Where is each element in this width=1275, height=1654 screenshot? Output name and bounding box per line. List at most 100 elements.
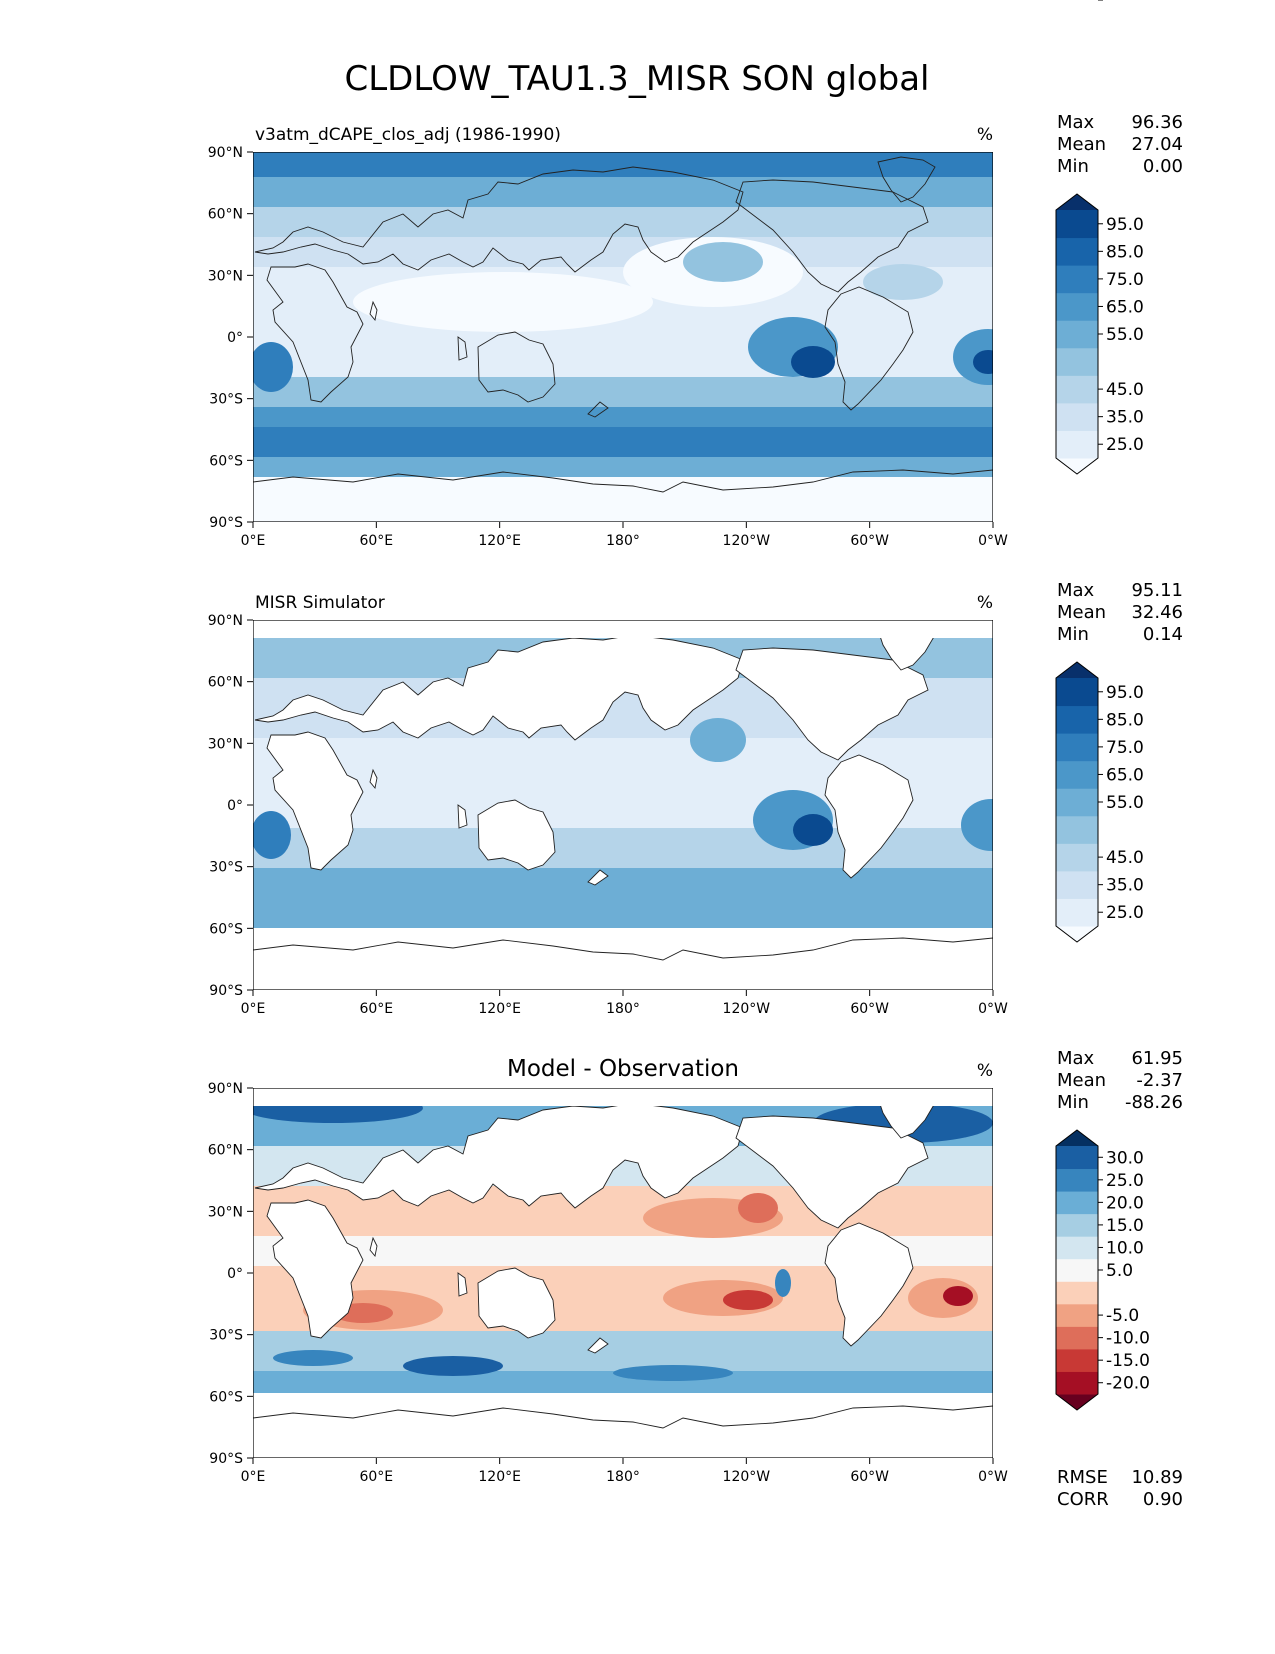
colorbar-tick-label: 85.0 [1106, 242, 1144, 262]
error-stat-value: 0.90 [1143, 1489, 1183, 1510]
colorbar-tick-label: 85.0 [1106, 710, 1144, 730]
colorbar-swatch [1056, 1146, 1098, 1170]
colorbar-swatch [1056, 1303, 1098, 1327]
panel-title: MISR Simulator [255, 593, 385, 613]
colorbar-tick-label: 5.0 [1106, 0, 1133, 5]
colorbar-swatch [1056, 1258, 1098, 1282]
x-tick-label: 0°W [978, 533, 1008, 549]
y-tick-label: 0° [227, 1266, 243, 1282]
x-tick-label: 120°W [723, 1469, 771, 1485]
x-tick-label: 120°W [723, 1001, 771, 1017]
colorbar-tick-label: 95.0 [1106, 683, 1144, 703]
colorbar-outline [1055, 661, 1099, 943]
axis-ticks: 0°E 60°E 120°E 180° 120°W 60°W 0°W 90°N 60°N 30°N… [208, 613, 1008, 1017]
x-tick-label: 120°E [478, 1001, 521, 1017]
y-tick-label: 30°N [208, 268, 243, 284]
colorbar-swatch [1056, 402, 1098, 431]
y-tick-label: 90°N [208, 145, 243, 161]
y-tick-label: 0° [227, 798, 243, 814]
y-tick-label: 90°S [209, 1451, 243, 1467]
colorbar-swatch [1056, 430, 1098, 459]
colorbar-swatch [1056, 1326, 1098, 1350]
stat-value: 95.11 [1131, 580, 1183, 601]
colorbar-tick-label: 95.0 [1106, 215, 1144, 235]
y-tick-label: 30°N [208, 1204, 243, 1220]
map-plot [253, 620, 993, 990]
stat-value: 32.46 [1131, 602, 1183, 623]
y-tick-label: 30°S [209, 392, 243, 408]
colorbar-tick-label: 65.0 [1106, 765, 1144, 785]
colorbar-swatch [1056, 898, 1098, 927]
stats-block: Max 96.36 Mean 27.04 Min 0.00 [1057, 112, 1183, 177]
y-tick-label: 60°S [209, 921, 243, 937]
x-tick-label: 60°W [850, 1001, 889, 1017]
y-tick-label: 60°N [208, 675, 243, 691]
colorbar-tick-label: -25.0 [1106, 0, 1150, 5]
colorbar-tick-label: 25.0 [1106, 1171, 1144, 1191]
colorbar-swatch [1056, 265, 1098, 294]
cloud-field [253, 152, 993, 522]
x-tick-label: 60°W [850, 533, 889, 549]
colorbar-tick-label: 15.0 [1106, 0, 1144, 5]
y-tick-label: 90°N [208, 613, 243, 629]
axis-ticks: 0°E 60°E 120°E 180° 120°W 60°W 0°W 90°N 60°N 30°N… [208, 1081, 1008, 1485]
colorbar-tick-label: -5.0 [1106, 1306, 1139, 1326]
y-tick-label: 30°N [208, 736, 243, 752]
stat-value: -88.26 [1125, 1092, 1183, 1113]
x-tick-label: 0°E [241, 1469, 266, 1485]
colorbar-tick-label: 5.0 [1106, 1261, 1133, 1281]
colorbar-tick-label: 5.0 [1106, 0, 1133, 5]
colorbar-swatch [1056, 320, 1098, 349]
stat-value: 0.00 [1143, 156, 1183, 177]
error-stat-value: 10.89 [1131, 1467, 1183, 1488]
map-plot [253, 1088, 993, 1458]
y-tick-label: 60°N [208, 1143, 243, 1159]
colorbar-swatch [1056, 1236, 1098, 1260]
x-tick-label: 120°E [478, 1469, 521, 1485]
units-label: % [977, 593, 993, 613]
stat-label: Max [1057, 112, 1095, 133]
y-tick-label: 90°N [208, 1081, 243, 1097]
colorbar-swatch [1056, 870, 1098, 899]
x-tick-label: 0°E [241, 1001, 266, 1017]
x-tick-label: 0°E [241, 533, 266, 549]
colorbar-tick-label: -15.0 [1106, 1351, 1150, 1371]
stat-label: Min [1057, 156, 1089, 177]
colorbar-tick-label: 15.0 [1106, 0, 1144, 5]
colorbar-swatch [1056, 375, 1098, 404]
colorbar-swatch [1056, 292, 1098, 321]
stat-label: Min [1057, 1092, 1089, 1113]
colorbar-tick-label: 45.0 [1106, 380, 1144, 400]
colorbar-swatch [1056, 1168, 1098, 1192]
y-tick-label: 90°S [209, 515, 243, 531]
figure-title: CLDLOW_TAU1.3_MISR SON global [345, 59, 930, 99]
colorbar-swatch [1056, 1191, 1098, 1215]
colorbar-tick-label: 55.0 [1106, 325, 1144, 345]
units-label: % [977, 125, 993, 145]
colorbar-tick-label: 35.0 [1106, 408, 1144, 428]
error-stats-block: RMSE 10.89 CORR 0.90 [1057, 1467, 1183, 1510]
panel-title: v3atm_dCAPE_clos_adj (1986-1990) [255, 125, 561, 145]
stat-label: Mean [1057, 602, 1106, 623]
panel-title: Model - Observation [507, 1056, 739, 1082]
axis-ticks: 0°E 60°E 120°E 180° 120°W 60°W 0°W 90°N 60°N 30°N… [208, 145, 1008, 549]
y-tick-label: 0° [227, 330, 243, 346]
stat-value: 61.95 [1131, 1048, 1183, 1069]
x-tick-label: 60°W [850, 1469, 889, 1485]
stat-label: Mean [1057, 1070, 1106, 1091]
colorbar-extend-min [1056, 1394, 1098, 1410]
colorbar-swatch [1056, 843, 1098, 872]
colorbar-outline [1055, 193, 1099, 475]
panel-observation: MISR Simulator % [208, 0, 1183, 1017]
colorbar-swatch [1056, 705, 1098, 734]
colorbar-extend-min [1056, 926, 1098, 942]
x-tick-label: 0°W [978, 1469, 1008, 1485]
colorbar-swatch [1056, 815, 1098, 844]
colorbar-swatch [1056, 788, 1098, 817]
error-stat-label: CORR [1057, 1489, 1109, 1510]
colorbar-swatch [1056, 1348, 1098, 1372]
stat-value: -2.37 [1136, 1070, 1183, 1091]
stat-value: 96.36 [1131, 112, 1183, 133]
colorbar-swatch [1056, 210, 1098, 239]
colorbar-swatch [1056, 237, 1098, 266]
